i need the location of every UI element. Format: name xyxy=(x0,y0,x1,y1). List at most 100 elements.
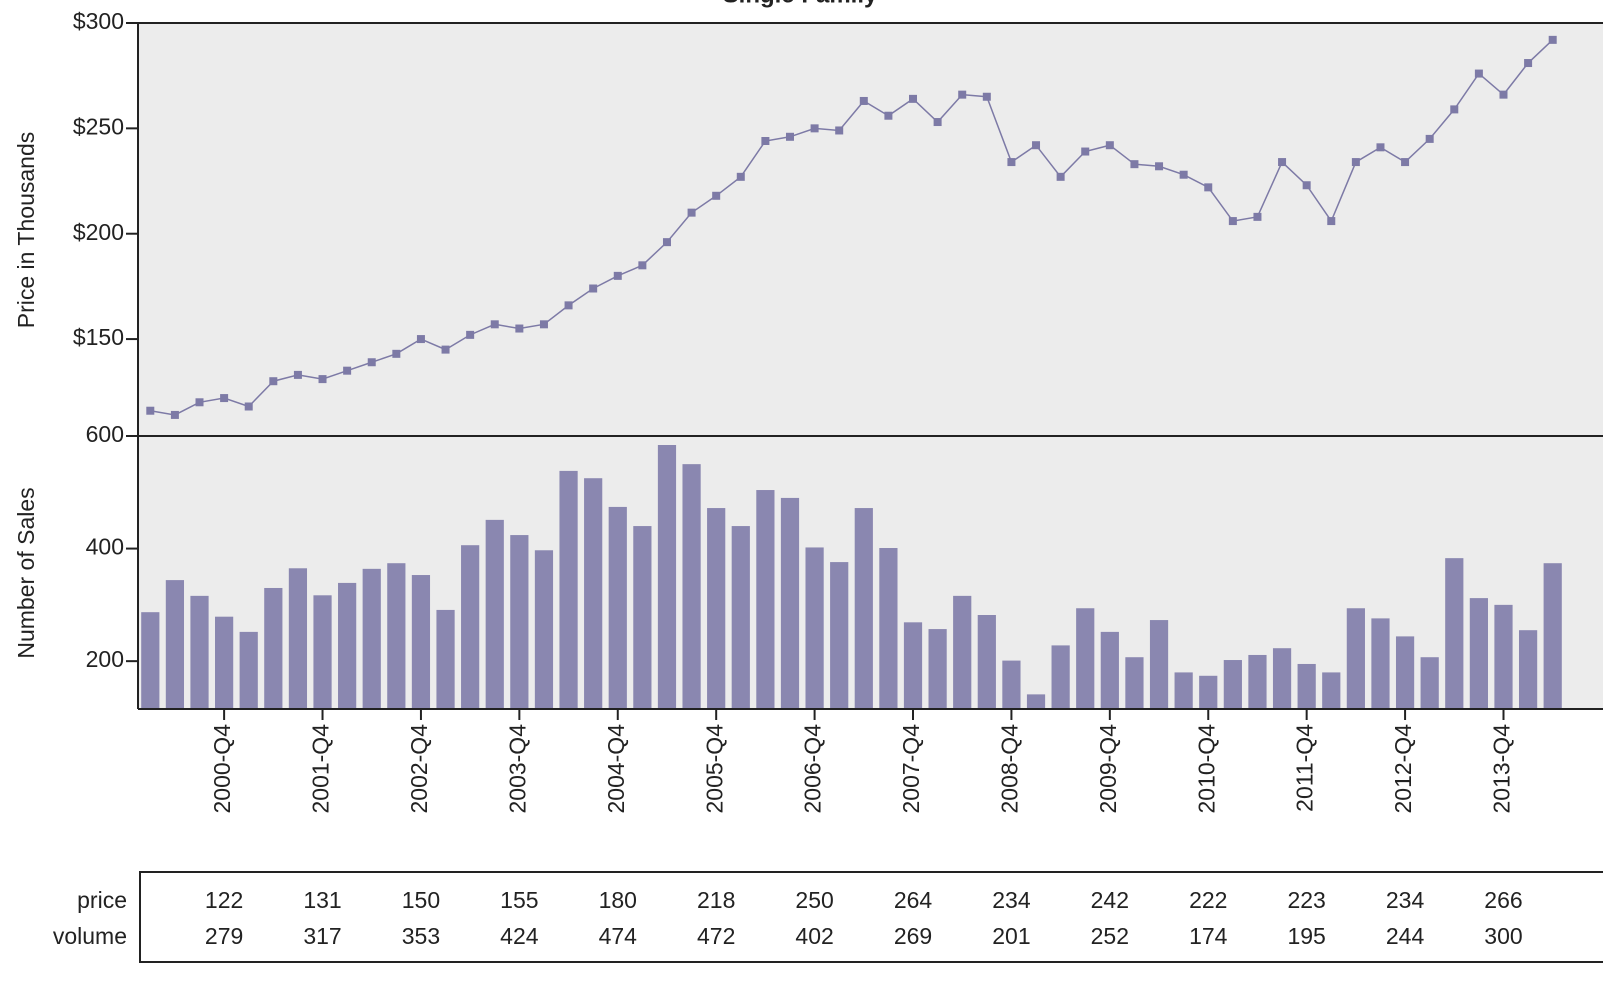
price-marker xyxy=(1056,172,1065,181)
bar xyxy=(485,519,504,709)
price-marker xyxy=(662,238,671,247)
price-marker xyxy=(244,402,253,411)
table-cell: 222 xyxy=(1189,887,1227,913)
price-marker xyxy=(982,92,991,101)
table-cell: 472 xyxy=(697,923,735,949)
bar xyxy=(854,508,873,709)
price-marker xyxy=(195,398,204,407)
bar xyxy=(633,526,652,709)
y-tick-label: $250 xyxy=(73,113,124,139)
bar xyxy=(264,587,283,709)
price-marker xyxy=(441,345,450,354)
table-cell: 244 xyxy=(1386,923,1425,949)
price-marker xyxy=(1228,217,1237,226)
bar xyxy=(756,490,775,709)
y-tick-label: 600 xyxy=(86,421,124,447)
bar xyxy=(362,568,381,709)
x-tick-label: 2009-Q4 xyxy=(1095,724,1121,814)
price-marker xyxy=(712,191,721,200)
bar xyxy=(190,595,209,709)
bar xyxy=(682,464,701,709)
bar xyxy=(338,582,357,709)
price-marker xyxy=(1130,160,1139,169)
price-marker xyxy=(170,410,179,419)
bar xyxy=(1322,672,1341,709)
price-marker xyxy=(1450,105,1459,114)
bar xyxy=(1125,657,1144,709)
price-marker xyxy=(1499,90,1508,99)
bar xyxy=(657,445,677,709)
bar xyxy=(1395,636,1415,709)
table-cell: 180 xyxy=(599,887,637,913)
table-cell: 174 xyxy=(1189,923,1228,949)
price-marker xyxy=(958,90,967,99)
price-marker xyxy=(343,366,352,375)
bar xyxy=(1199,675,1218,709)
bar xyxy=(288,568,308,709)
price-marker xyxy=(1278,158,1287,167)
chart-title: Single Family xyxy=(723,0,878,8)
table-cell: 264 xyxy=(894,887,933,913)
price-marker xyxy=(1032,141,1041,150)
price-marker xyxy=(1524,59,1533,68)
price-marker xyxy=(1179,170,1188,179)
price-marker xyxy=(687,208,696,217)
table-cell: 266 xyxy=(1484,887,1522,913)
price-marker xyxy=(1327,217,1336,226)
x-tick-label: 2000-Q4 xyxy=(209,724,235,814)
bar xyxy=(1272,648,1292,709)
table-frame xyxy=(139,871,1603,963)
table-cell: 300 xyxy=(1484,923,1522,949)
bar xyxy=(1248,654,1267,709)
bar xyxy=(1494,604,1513,709)
x-tick-label: 2003-Q4 xyxy=(504,724,530,814)
price-marker xyxy=(736,172,745,181)
table-cell: 279 xyxy=(205,923,243,949)
x-tick-label: 2013-Q4 xyxy=(1489,724,1515,814)
price-marker xyxy=(269,377,278,386)
bar xyxy=(1026,694,1046,709)
price-marker xyxy=(392,349,401,358)
table-cell: 402 xyxy=(795,923,833,949)
table-row-label: price xyxy=(77,887,127,913)
table-cell: 269 xyxy=(894,923,932,949)
price-marker xyxy=(1376,143,1385,152)
bar xyxy=(313,595,332,709)
bar xyxy=(830,562,849,709)
bar xyxy=(608,506,627,709)
table-cell: 201 xyxy=(992,923,1030,949)
price-marker xyxy=(589,284,598,293)
x-tick-label: 2010-Q4 xyxy=(1193,724,1219,814)
price-marker xyxy=(490,320,499,329)
bar xyxy=(510,535,529,709)
price-marker xyxy=(318,375,327,384)
bar xyxy=(1297,663,1316,709)
bar xyxy=(1223,660,1242,709)
price-marker xyxy=(466,330,475,339)
table-cell: 424 xyxy=(500,923,539,949)
bar xyxy=(1174,672,1193,709)
price-marker xyxy=(933,118,942,127)
price-marker xyxy=(1302,181,1311,190)
bar xyxy=(805,547,824,709)
y-tick-label: $300 xyxy=(73,8,124,34)
x-tick-label: 2006-Q4 xyxy=(800,724,826,814)
price-marker xyxy=(1474,69,1483,78)
bar xyxy=(1002,660,1021,709)
bar xyxy=(584,478,603,709)
table-cell: 131 xyxy=(303,887,341,913)
price-marker xyxy=(785,132,794,141)
y-tick-label: 200 xyxy=(86,646,124,672)
bar xyxy=(780,497,800,709)
price-marker xyxy=(909,94,918,103)
price-marker xyxy=(1105,141,1114,150)
bar xyxy=(1371,618,1390,709)
price-marker xyxy=(416,335,425,344)
table-cell: 150 xyxy=(402,887,440,913)
x-tick-label: 2012-Q4 xyxy=(1390,724,1416,814)
table-cell: 122 xyxy=(205,887,243,913)
bar xyxy=(928,629,947,709)
bar xyxy=(953,595,972,709)
bar xyxy=(977,614,996,709)
